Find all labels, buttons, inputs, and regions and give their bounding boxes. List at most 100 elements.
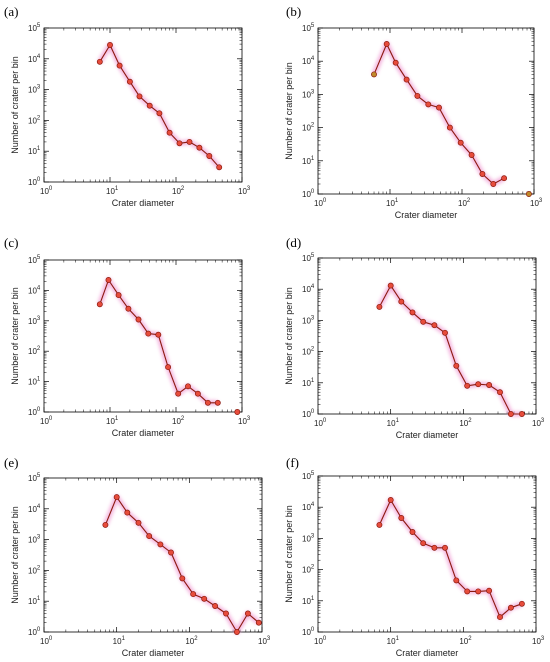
y-tick-label: 100	[302, 409, 315, 419]
data-point	[453, 362, 460, 369]
data-point	[145, 330, 152, 337]
x-tick-label: 103	[532, 418, 545, 428]
plot-frame	[43, 477, 263, 633]
plot-frame	[317, 257, 537, 415]
data-point	[212, 603, 219, 609]
y-tick-label: 104	[28, 504, 41, 514]
y-tick-label: 103	[302, 315, 315, 325]
x-tick-label: 100	[314, 198, 327, 208]
x-tick-label: 102	[459, 636, 472, 646]
data-point	[497, 614, 503, 621]
data-point	[486, 587, 493, 594]
x-tick-label: 101	[387, 636, 400, 646]
data-point	[468, 152, 475, 158]
y-tick-label: 100	[28, 177, 41, 187]
data-point	[446, 124, 453, 131]
data-point	[125, 305, 132, 312]
y-tick-label: 102	[28, 346, 41, 356]
data-point	[501, 175, 508, 182]
data-point	[157, 541, 164, 548]
data-point	[486, 382, 493, 388]
data-point	[96, 301, 103, 308]
data-point	[194, 390, 201, 397]
y-tick-label: 103	[28, 85, 41, 95]
data-point	[244, 610, 251, 617]
data-point	[490, 181, 497, 187]
y-tick-label: 105	[302, 471, 315, 481]
data-point	[431, 544, 438, 551]
chart-panel: (f) 100 101 102 103 100 101 102 103 104 105 Crater …	[284, 455, 545, 658]
x-axis-label: Crater diameter	[396, 648, 459, 658]
y-axis-label: Number of crater per bin	[10, 287, 20, 385]
panel-label: (c)	[4, 235, 18, 250]
y-tick-label: 103	[302, 533, 315, 543]
data-point	[442, 544, 448, 551]
y-tick-label: 105	[28, 23, 41, 33]
data-point	[420, 540, 427, 547]
data-point	[409, 309, 416, 316]
data-point	[436, 104, 442, 111]
x-axis-label: Crater diameter	[112, 428, 175, 438]
y-tick-label: 102	[302, 565, 315, 575]
y-tick-label: 101	[28, 377, 41, 387]
data-point	[175, 390, 182, 397]
data-point	[146, 102, 153, 109]
y-tick-label: 101	[28, 146, 41, 156]
data-point	[216, 164, 223, 171]
x-tick-label: 100	[314, 418, 327, 428]
x-tick-label: 101	[106, 186, 119, 196]
data-point	[507, 411, 514, 417]
x-tick-label: 102	[172, 186, 185, 196]
data-point	[113, 494, 120, 501]
chart-panel: (d) 100 101 102 103 100 101 102 103 104 105 Crater …	[284, 235, 545, 440]
data-point	[255, 619, 262, 626]
data-point	[453, 577, 460, 584]
series-glow	[371, 41, 506, 187]
y-axis-label: Number of crater per bin	[284, 505, 294, 603]
data-point	[518, 600, 525, 607]
data-point	[136, 93, 143, 100]
data-point	[190, 591, 197, 598]
data-point	[115, 292, 122, 299]
y-tick-label: 104	[302, 502, 315, 512]
data-point	[166, 129, 173, 136]
y-tick-label: 104	[302, 56, 315, 66]
data-point	[409, 529, 416, 535]
data-point	[206, 153, 213, 159]
data-point	[475, 381, 482, 388]
series-line	[378, 499, 523, 618]
data-point	[116, 62, 123, 69]
y-tick-label: 104	[28, 285, 41, 295]
y-tick-label: 100	[28, 407, 41, 417]
data-point	[146, 533, 153, 540]
data-point	[497, 389, 503, 396]
plot-frame	[317, 27, 535, 195]
x-tick-label: 103	[238, 416, 251, 426]
data-point-isolated	[234, 409, 241, 415]
data-point	[156, 110, 163, 117]
plot-frame	[317, 475, 537, 633]
x-axis-label: Crater diameter	[122, 648, 185, 658]
y-tick-label: 105	[302, 253, 315, 263]
x-axis-label: Crater diameter	[112, 198, 175, 208]
data-point	[442, 329, 448, 336]
panel-label: (d)	[286, 235, 301, 250]
y-tick-label: 100	[302, 189, 315, 199]
data-point	[126, 78, 133, 85]
data-point	[425, 101, 432, 108]
x-tick-label: 100	[40, 636, 53, 646]
x-tick-label: 103	[532, 636, 545, 646]
y-tick-label: 102	[28, 115, 41, 125]
x-tick-label: 102	[172, 416, 185, 426]
y-tick-label: 103	[302, 89, 315, 99]
y-tick-label: 105	[28, 473, 41, 483]
series-line	[373, 43, 505, 185]
series-line	[104, 496, 260, 633]
x-tick-label: 100	[314, 636, 327, 646]
x-tick-label: 101	[386, 198, 399, 208]
panel-label: (e)	[4, 455, 18, 470]
x-tick-label: 101	[387, 418, 400, 428]
data-point	[464, 382, 471, 389]
data-point	[403, 76, 410, 83]
data-point	[196, 144, 203, 151]
